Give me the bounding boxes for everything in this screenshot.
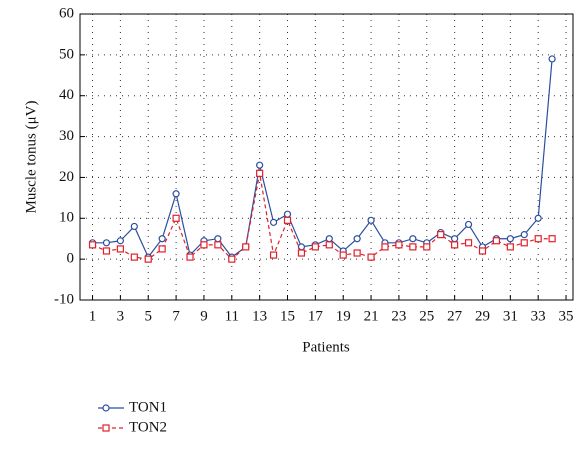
- point: [130, 222, 138, 231]
- point: [88, 241, 97, 249]
- legend-marker: [102, 424, 110, 432]
- x-tick-label: 23: [391, 308, 406, 324]
- point: [464, 239, 473, 247]
- point: [116, 245, 124, 253]
- point: [325, 235, 333, 243]
- point: [451, 235, 459, 243]
- y-tick-label: 50: [59, 46, 74, 62]
- point: [423, 243, 431, 251]
- y-tick-label: 30: [59, 128, 74, 144]
- point: [102, 239, 111, 247]
- point: [200, 241, 208, 249]
- point: [534, 214, 542, 222]
- point: [283, 210, 292, 218]
- y-tick-label: 40: [59, 87, 74, 103]
- point: [214, 241, 222, 249]
- y-tick-label: 60: [59, 5, 74, 21]
- x-tick-label: 17: [308, 308, 324, 324]
- point: [158, 235, 166, 243]
- x-tick-label: 25: [419, 308, 434, 324]
- y-tick-label: -10: [54, 291, 74, 307]
- x-tick-label: 9: [200, 308, 208, 324]
- line: [92, 58, 553, 259]
- point: [506, 235, 514, 243]
- y-tick-label: 20: [59, 169, 74, 185]
- point: [395, 241, 403, 249]
- point: [242, 243, 250, 251]
- legend-label: TON2: [129, 419, 167, 435]
- point: [506, 243, 514, 251]
- point: [228, 255, 236, 263]
- point: [186, 253, 194, 261]
- plot-frame: [79, 13, 574, 301]
- point: [381, 243, 389, 251]
- point: [339, 251, 347, 259]
- point: [520, 239, 528, 247]
- x-tick-label: 11: [225, 308, 239, 324]
- point: [283, 216, 292, 224]
- point: [269, 218, 278, 226]
- point: [102, 247, 111, 255]
- x-tick-label: 21: [364, 308, 379, 324]
- point: [409, 235, 417, 243]
- point: [464, 220, 473, 229]
- x-tick-label: 29: [475, 308, 490, 324]
- x-tick-label: 19: [336, 308, 351, 324]
- x-tick-label: 35: [559, 308, 574, 324]
- point: [130, 253, 138, 261]
- point: [158, 245, 166, 253]
- point: [172, 190, 180, 198]
- x-tick-label: 27: [447, 308, 463, 324]
- x-tick-label: 5: [144, 308, 152, 324]
- point: [214, 235, 222, 243]
- point: [492, 237, 501, 245]
- point: [534, 235, 542, 243]
- y-tick-label: 10: [59, 210, 74, 226]
- x-tick-label: 3: [117, 308, 125, 324]
- point: [409, 243, 417, 251]
- x-tick-label: 15: [280, 308, 295, 324]
- y-axis-label: Muscle tonus (μV): [23, 100, 39, 213]
- x-tick-label: 13: [252, 308, 267, 324]
- point: [144, 255, 152, 263]
- point: [269, 251, 278, 259]
- point: [548, 55, 556, 63]
- point: [325, 241, 333, 249]
- point: [256, 169, 264, 177]
- legend-marker: [102, 404, 110, 412]
- point: [367, 216, 375, 224]
- point: [311, 243, 319, 251]
- x-tick-label: 33: [531, 308, 546, 324]
- y-tick-label: 0: [67, 251, 75, 267]
- point: [548, 235, 556, 243]
- point: [478, 247, 487, 255]
- point: [116, 237, 124, 245]
- point: [297, 249, 306, 257]
- point: [367, 253, 375, 261]
- x-tick-label: 31: [503, 308, 518, 324]
- point: [256, 161, 264, 169]
- legend-label: TON1: [129, 399, 167, 415]
- point: [451, 241, 459, 249]
- line: [92, 173, 553, 260]
- point: [437, 231, 445, 239]
- point: [172, 214, 180, 222]
- x-tick-label: 1: [89, 308, 97, 324]
- x-axis-label: Patients: [302, 339, 350, 355]
- point: [353, 235, 361, 243]
- point: [520, 231, 528, 239]
- x-tick-label: 7: [172, 308, 180, 324]
- point: [353, 249, 361, 257]
